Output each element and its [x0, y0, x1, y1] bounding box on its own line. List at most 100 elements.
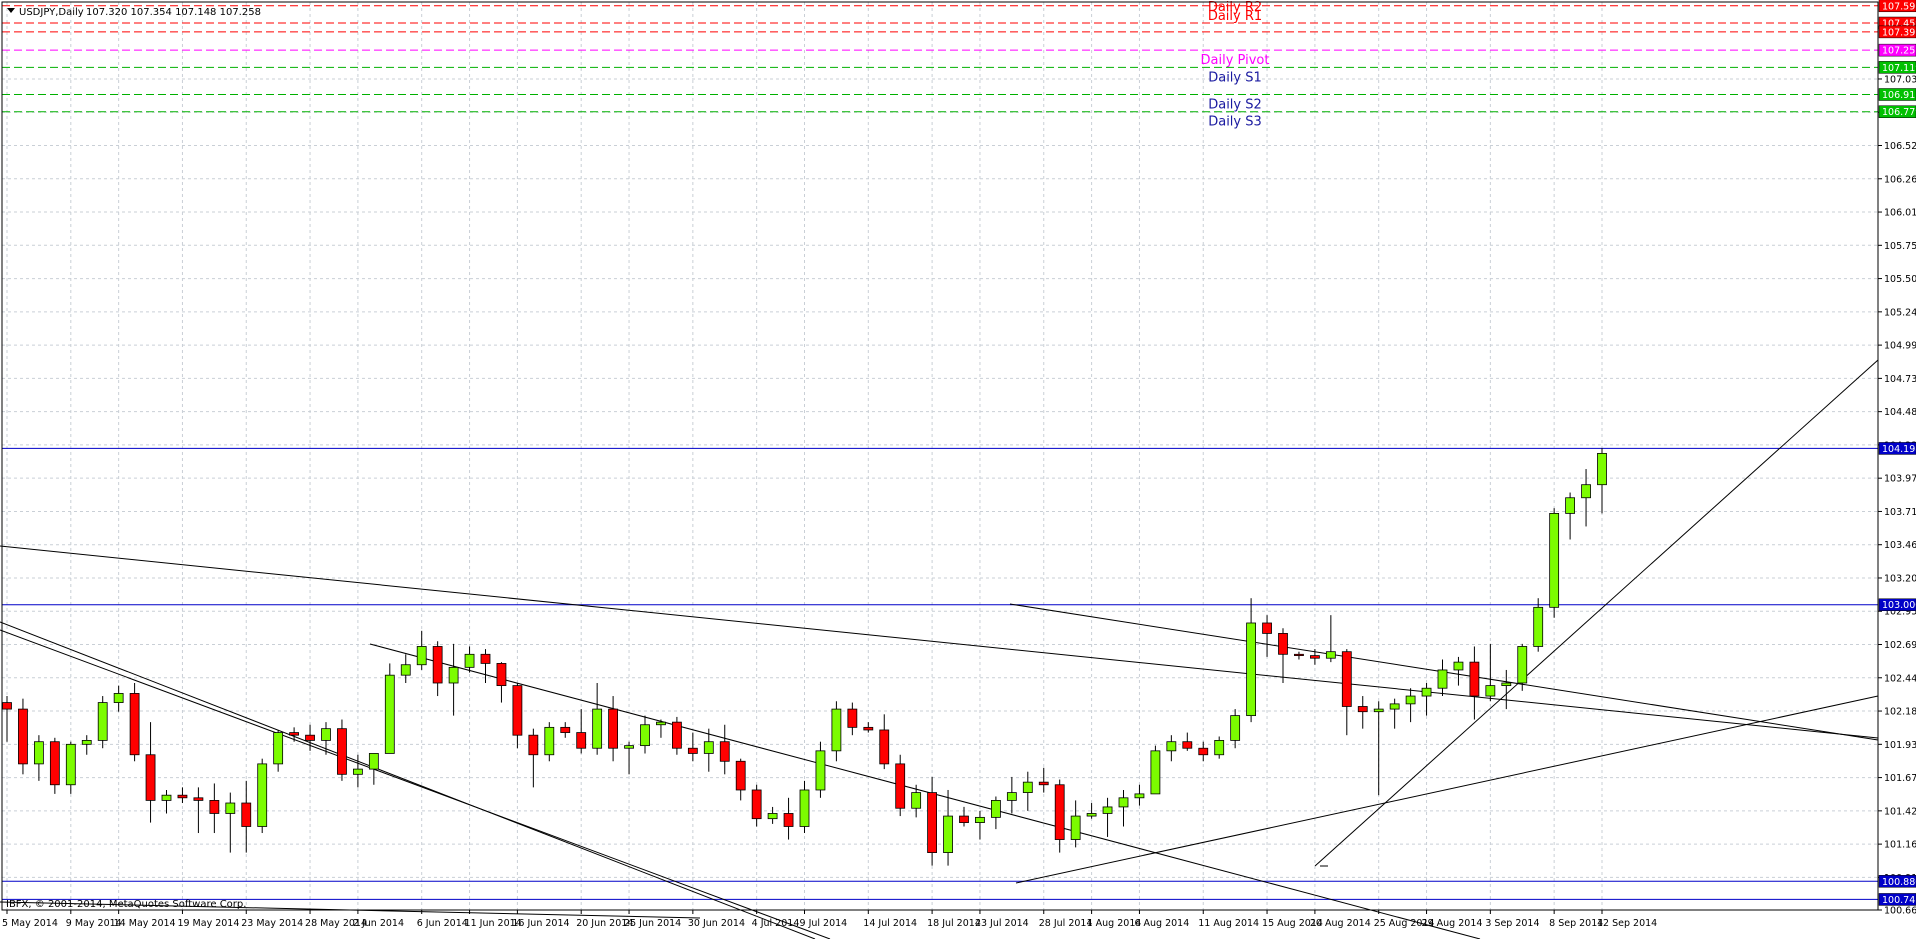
trend-line[interactable]	[1015, 695, 1879, 884]
candle[interactable]	[767, 806, 778, 824]
candle[interactable]	[480, 649, 491, 683]
candle[interactable]	[2, 696, 12, 742]
candle[interactable]	[368, 753, 379, 785]
candle[interactable]	[1118, 789, 1129, 827]
candle[interactable]	[799, 780, 810, 834]
candle[interactable]	[991, 796, 1001, 830]
candle[interactable]	[273, 729, 284, 772]
candle[interactable]	[576, 709, 587, 754]
candle[interactable]	[65, 741, 76, 794]
candle[interactable]	[544, 722, 555, 762]
candle[interactable]	[1565, 492, 1575, 540]
candle[interactable]	[241, 780, 252, 853]
candle[interactable]	[416, 630, 427, 670]
candle[interactable]	[177, 787, 188, 804]
candle[interactable]	[18, 698, 28, 775]
candle[interactable]	[305, 724, 315, 751]
candle[interactable]	[1054, 779, 1065, 853]
candle[interactable]	[687, 732, 698, 762]
candle[interactable]	[959, 806, 969, 827]
candle[interactable]	[1294, 651, 1304, 660]
candle[interactable]	[1134, 784, 1145, 806]
candle[interactable]	[672, 716, 682, 755]
candle[interactable]	[464, 646, 475, 673]
candle[interactable]	[783, 797, 794, 840]
candle[interactable]	[1310, 649, 1320, 665]
candle[interactable]	[863, 722, 874, 733]
candle[interactable]	[1469, 646, 1480, 720]
candle[interactable]	[656, 719, 666, 738]
candle[interactable]	[528, 728, 539, 788]
candle[interactable]	[1373, 701, 1384, 796]
candle[interactable]	[847, 702, 858, 736]
candle[interactable]	[321, 722, 331, 755]
candle[interactable]	[1357, 696, 1368, 729]
trend-line[interactable]	[0, 629, 831, 939]
candle[interactable]	[1437, 659, 1448, 697]
candle[interactable]	[815, 741, 826, 798]
candle[interactable]	[1517, 643, 1528, 691]
candle[interactable]	[432, 641, 443, 697]
candle[interactable]	[193, 787, 204, 834]
candle[interactable]	[1262, 615, 1272, 657]
candle[interactable]	[512, 683, 523, 749]
candle[interactable]	[1341, 649, 1352, 736]
candle[interactable]	[1597, 448, 1607, 514]
candle[interactable]	[751, 784, 762, 827]
trend-line[interactable]	[1314, 359, 1879, 867]
candle[interactable]	[895, 754, 906, 817]
candle[interactable]	[337, 719, 347, 781]
candle[interactable]	[1549, 508, 1560, 618]
candle[interactable]	[1453, 656, 1464, 686]
trend-line[interactable]	[0, 545, 1879, 739]
candle[interactable]	[1086, 803, 1097, 819]
candle[interactable]	[1389, 698, 1400, 729]
candle[interactable]	[113, 685, 124, 712]
candle[interactable]	[145, 722, 156, 823]
candle[interactable]	[735, 758, 746, 801]
candle[interactable]	[257, 758, 268, 834]
candle[interactable]	[1166, 735, 1177, 762]
candle[interactable]	[560, 722, 571, 738]
candle[interactable]	[1246, 598, 1256, 723]
candle[interactable]	[1070, 800, 1081, 848]
candle[interactable]	[400, 654, 411, 683]
candle[interactable]	[943, 789, 953, 866]
candle[interactable]	[879, 714, 890, 770]
candle[interactable]	[975, 810, 985, 840]
candle[interactable]	[81, 735, 92, 755]
candle[interactable]	[49, 737, 60, 794]
candle[interactable]	[496, 662, 507, 703]
candle[interactable]	[384, 663, 395, 754]
candle[interactable]	[352, 754, 363, 788]
candle[interactable]	[592, 683, 603, 755]
candle[interactable]	[927, 776, 937, 866]
candle[interactable]	[97, 696, 108, 749]
price-axis[interactable]: 107.030106.775106.520106.265106.010105.7…	[1878, 74, 1916, 917]
candle[interactable]	[1182, 732, 1193, 751]
candle[interactable]	[703, 728, 714, 772]
candle[interactable]	[719, 724, 730, 775]
candle[interactable]	[1533, 598, 1544, 652]
dropdown-triangle-icon[interactable]	[7, 8, 15, 13]
candle[interactable]	[1150, 745, 1161, 795]
candle[interactable]	[624, 741, 634, 775]
candle[interactable]	[1581, 469, 1591, 527]
candle[interactable]	[911, 784, 922, 818]
candle[interactable]	[640, 715, 650, 754]
candle[interactable]	[1278, 628, 1288, 683]
candle[interactable]	[1501, 669, 1512, 710]
trend-line[interactable]	[0, 621, 816, 939]
candle[interactable]	[1485, 643, 1496, 702]
candle[interactable]	[1022, 771, 1033, 811]
candle[interactable]	[1405, 688, 1416, 723]
candle[interactable]	[1198, 741, 1209, 762]
candle[interactable]	[1006, 776, 1017, 814]
candle[interactable]	[289, 727, 300, 742]
candle[interactable]	[1230, 709, 1241, 749]
candle[interactable]	[1102, 797, 1113, 837]
candle[interactable]	[608, 696, 618, 762]
candle[interactable]	[831, 701, 842, 762]
candle[interactable]	[161, 789, 172, 814]
